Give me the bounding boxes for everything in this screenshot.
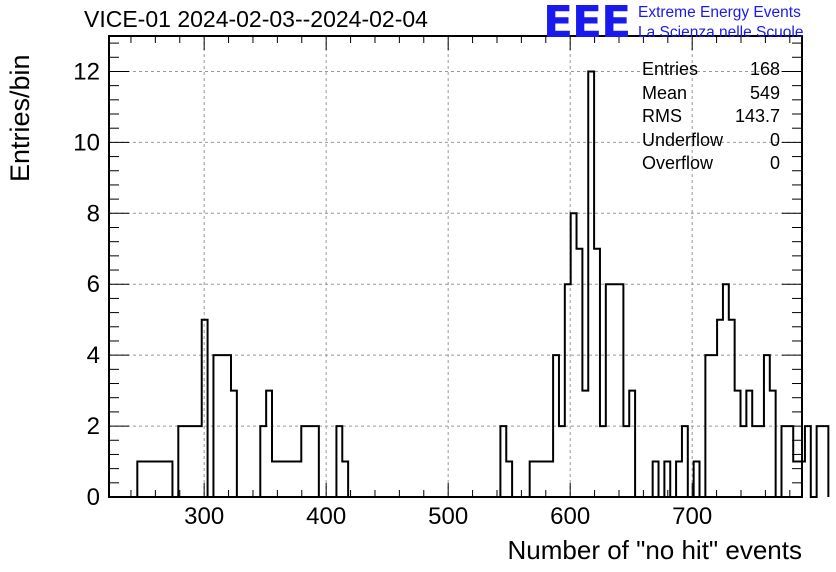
eee-logo: EEE [543,0,631,48]
x-tick-label: 400 [306,503,346,530]
stats-label: Overflow [642,153,714,173]
tick-labels: 300 400 500 600 700 0 2 4 6 8 10 12 [73,58,712,530]
stats-label: RMS [642,106,682,126]
x-tick-label: 600 [550,503,590,530]
y-axis-label: Entries/bin [5,54,35,182]
stats-value: 0 [769,129,780,150]
stats-row-overflow: Overflow 0 [642,152,780,176]
y-tick-label: 6 [87,271,100,298]
y-tick-label: 10 [73,129,100,156]
stats-box: Entries 168 Mean 549 RMS 143.7 Underflow… [642,58,780,176]
y-tick-label: 2 [87,413,100,440]
y-tick-label: 4 [87,342,100,369]
chart-title: VICE-01 2024-02-03--2024-02-04 [84,6,428,32]
stats-row-underflow: Underflow 0 [642,129,780,153]
stats-value: 168 [749,59,780,79]
x-tick-label: 700 [672,503,712,530]
x-tick-label: 300 [184,503,224,530]
axis-ticks [109,36,802,498]
logo-caption: Extreme Energy Events La Scienza nelle S… [638,3,803,43]
stats-row-mean: Mean 549 [642,82,780,106]
stats-value: 0 [769,153,780,173]
stats-value: 549 [749,82,780,103]
x-axis-label: Number of "no hit" events [507,535,803,565]
y-tick-label: 0 [87,484,100,511]
y-tick-label: 12 [73,58,100,85]
y-tick-label: 8 [87,200,100,227]
stats-row-entries: Entries 168 [642,58,780,82]
stats-value: 143.7 [734,106,780,126]
stats-label: Underflow [642,129,724,150]
plot-frame [108,35,803,498]
stats-label: Mean [642,82,688,103]
logo-caption-line1: Extreme Energy Events [638,4,801,21]
logo-caption-line2: La Scienza nelle Scuole [638,24,804,41]
stats-row-rms: RMS 143.7 [642,105,780,129]
x-tick-label: 500 [428,503,468,530]
stats-label: Entries [642,59,699,79]
histogram-line [136,70,830,498]
